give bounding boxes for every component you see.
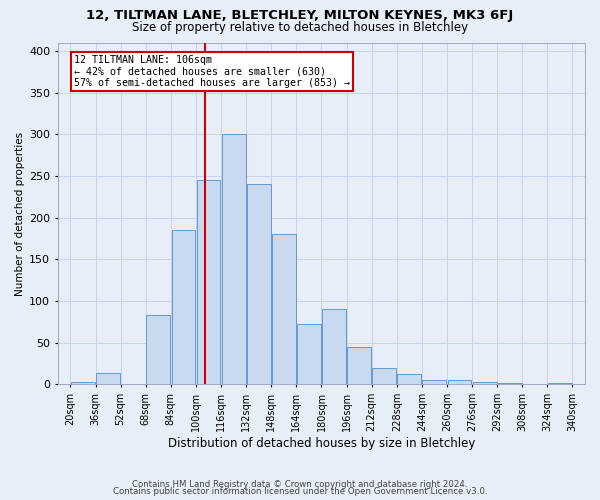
Bar [221, 134, 245, 384]
Bar [71, 382, 95, 384]
Bar [448, 380, 472, 384]
Bar [473, 382, 497, 384]
Bar [347, 347, 371, 385]
Text: Size of property relative to detached houses in Bletchley: Size of property relative to detached ho… [132, 22, 468, 35]
Text: 12 TILTMAN LANE: 106sqm
← 42% of detached houses are smaller (630)
57% of semi-d: 12 TILTMAN LANE: 106sqm ← 42% of detache… [74, 55, 350, 88]
Text: 12, TILTMAN LANE, BLETCHLEY, MILTON KEYNES, MK3 6FJ: 12, TILTMAN LANE, BLETCHLEY, MILTON KEYN… [86, 9, 514, 22]
Y-axis label: Number of detached properties: Number of detached properties [15, 132, 25, 296]
Bar [96, 373, 120, 384]
Bar [272, 234, 296, 384]
Bar [422, 380, 446, 384]
Bar [197, 180, 220, 384]
Bar [372, 368, 396, 384]
Bar [172, 230, 196, 384]
Bar [397, 374, 421, 384]
Bar [247, 184, 271, 384]
Text: Contains HM Land Registry data © Crown copyright and database right 2024.: Contains HM Land Registry data © Crown c… [132, 480, 468, 489]
Bar [322, 310, 346, 384]
Bar [146, 315, 170, 384]
Text: Contains public sector information licensed under the Open Government Licence v3: Contains public sector information licen… [113, 488, 487, 496]
Bar [548, 383, 572, 384]
Bar [297, 324, 321, 384]
Bar [498, 383, 521, 384]
X-axis label: Distribution of detached houses by size in Bletchley: Distribution of detached houses by size … [168, 437, 475, 450]
